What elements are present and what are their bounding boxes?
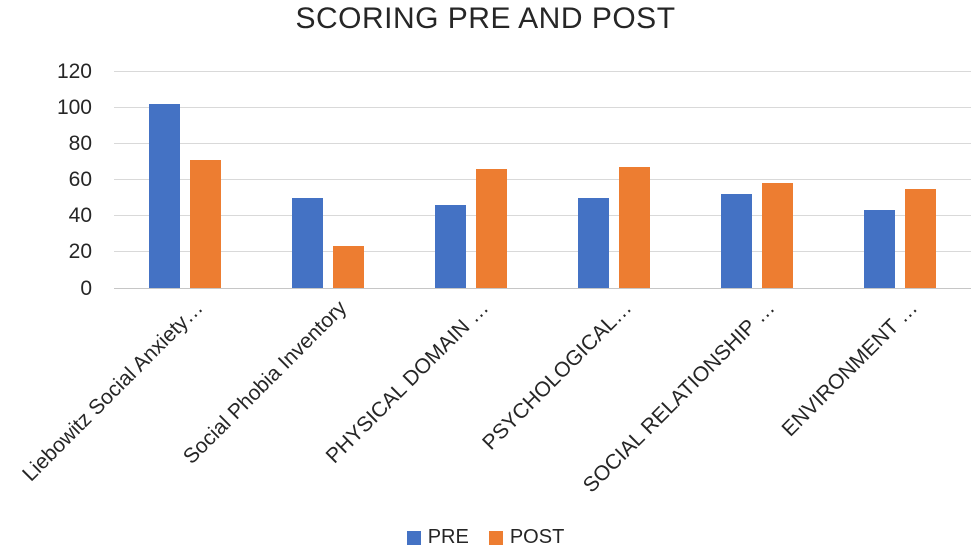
bar-pre — [292, 197, 324, 288]
legend-swatch-icon — [488, 530, 503, 545]
gridline — [114, 142, 971, 144]
legend-label: POST — [509, 526, 565, 548]
x-category-label: ENVIRONMENT … — [777, 296, 923, 441]
bar-group — [828, 71, 971, 288]
legend-swatch-icon — [406, 530, 421, 545]
x-category-label: PSYCHOLOGICAL… — [478, 296, 637, 455]
bar-group — [114, 71, 257, 288]
bar-group — [685, 71, 828, 288]
bar-post — [476, 168, 508, 288]
y-tick-label: 60 — [68, 168, 92, 191]
bar-post — [904, 188, 936, 288]
legend: PRE POST — [0, 526, 971, 549]
y-tick-label: 100 — [56, 95, 92, 119]
gridline — [114, 287, 971, 289]
bar-pre — [863, 210, 895, 288]
gridline — [114, 70, 971, 72]
y-tick-label: 0 — [80, 276, 92, 300]
bar-pre — [435, 204, 467, 288]
bar-post — [761, 183, 793, 288]
x-category-label: SOCIAL RELATIONSHIP … — [578, 296, 780, 498]
bar-post — [190, 159, 222, 288]
x-category-label: Liebowitz Social Anxiety… — [18, 296, 208, 486]
bar-group — [257, 71, 400, 288]
gridline — [114, 251, 971, 253]
bar-post — [618, 166, 650, 288]
plot-area — [114, 70, 971, 289]
bar-group — [542, 71, 685, 288]
x-axis-labels: Liebowitz Social Anxiety… Social Phobia I… — [18, 296, 971, 507]
bar-pre — [577, 197, 609, 288]
legend-label: PRE — [427, 526, 469, 548]
y-tick-label: 20 — [68, 240, 92, 264]
y-axis: 0 20 40 60 80 100 120 — [0, 61, 92, 299]
legend-item-post: POST — [488, 526, 565, 549]
gridline — [114, 215, 971, 217]
x-category-label: Social Phobia Inventory — [178, 296, 351, 469]
legend-item-pre: PRE — [406, 526, 469, 549]
y-tick-label: 40 — [68, 204, 92, 228]
bar-pre — [149, 103, 181, 288]
chart-title: SCORING PRE AND POST — [295, 2, 676, 35]
bar-group — [400, 71, 543, 288]
y-tick-label: 80 — [68, 131, 92, 155]
gridline — [114, 106, 971, 108]
y-tick-label: 120 — [56, 59, 92, 83]
bar-post — [333, 246, 365, 288]
bar-pre — [720, 193, 752, 288]
gridline — [114, 179, 971, 180]
x-category-label: PHYSICAL DOMAIN … — [321, 296, 494, 468]
